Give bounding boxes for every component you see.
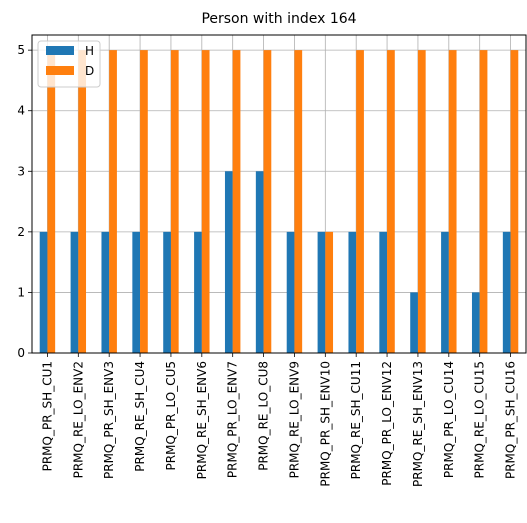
x-tick-label: PRMQ_RE_SH_CU11 xyxy=(349,361,363,479)
bar-d xyxy=(325,231,334,353)
y-axis: 0 1 2 3 4 5 xyxy=(17,43,32,360)
bar-h xyxy=(286,231,295,353)
x-tick-label: PRMQ_PR_LO_CU5 xyxy=(164,361,178,470)
x-tick-label: PRMQ_RE_LO_ENV2 xyxy=(71,361,85,478)
y-tick-label: 4 xyxy=(17,104,25,118)
bar-h xyxy=(70,231,79,353)
y-tick-label: 2 xyxy=(17,225,25,239)
bar-d xyxy=(417,50,426,354)
bar-d xyxy=(47,50,56,354)
bar-h xyxy=(441,231,449,353)
bar-h xyxy=(471,292,480,353)
bar-d xyxy=(510,50,519,354)
bar-d xyxy=(479,50,488,354)
bar-d xyxy=(78,50,87,354)
plot-frame xyxy=(31,34,527,354)
legend-swatch-d xyxy=(46,66,74,75)
bar-d xyxy=(201,50,210,354)
x-tick-label: PRMQ_RE_SH_ENV13 xyxy=(411,361,425,487)
legend: HD xyxy=(37,40,101,88)
y-tick-label: 5 xyxy=(17,43,25,57)
bar-d xyxy=(170,50,179,354)
legend-label-h: H xyxy=(85,44,94,58)
bar-d xyxy=(140,50,148,354)
bar-d xyxy=(263,50,272,354)
y-tick-label: 1 xyxy=(17,285,25,299)
x-tick-label: PRMQ_PR_LO_ENV12 xyxy=(380,361,394,486)
bar-h xyxy=(410,292,418,353)
x-tick-label: PRMQ_RE_LO_ENV9 xyxy=(287,361,301,478)
bar-h xyxy=(224,171,233,353)
legend-swatch-h xyxy=(46,46,74,55)
bar-h xyxy=(379,231,388,353)
x-tick-label: PRMQ_PR_LO_ENV7 xyxy=(226,361,240,478)
bar-h xyxy=(194,231,202,353)
bar-h xyxy=(163,231,171,353)
bars xyxy=(39,50,519,354)
bar-h xyxy=(502,231,511,353)
x-tick-label: PRMQ_PR_SH_ENV10 xyxy=(318,361,332,487)
bar-h xyxy=(255,171,264,353)
bar-d xyxy=(387,50,395,354)
y-tick-label: 0 xyxy=(17,346,25,360)
bar-d xyxy=(232,50,241,354)
bar-d xyxy=(294,50,303,354)
bar-d xyxy=(109,50,117,354)
x-tick-label: PRMQ_PR_SH_CU1 xyxy=(40,361,54,471)
bar-h xyxy=(132,231,141,353)
x-axis: PRMQ_PR_SH_CU1 PRMQ_RE_LO_ENV2 PRMQ_PR_SH_… xyxy=(40,353,518,487)
x-tick-label: PRMQ_RE_LO_CU8 xyxy=(257,361,271,471)
chart-title: Person with index 164 xyxy=(201,11,356,27)
x-tick-label: PRMQ_PR_SH_ENV3 xyxy=(102,361,116,479)
bar-d xyxy=(448,50,457,354)
y-tick-label: 3 xyxy=(17,164,25,178)
bar-h xyxy=(101,231,110,353)
bar-h xyxy=(39,231,48,353)
x-tick-label: PRMQ_RE_SH_CU4 xyxy=(133,361,147,472)
bar-h xyxy=(348,231,357,353)
bar-h xyxy=(317,231,326,353)
x-tick-label: PRMQ_RE_LO_CU15 xyxy=(473,361,487,478)
x-tick-label: PRMQ_PR_LO_CU14 xyxy=(442,361,456,478)
bar-d xyxy=(356,50,364,354)
x-tick-label: PRMQ_PR_SH_CU16 xyxy=(504,361,518,479)
x-tick-label: PRMQ_RE_SH_ENV6 xyxy=(195,361,209,479)
legend-label-d: D xyxy=(85,64,94,78)
